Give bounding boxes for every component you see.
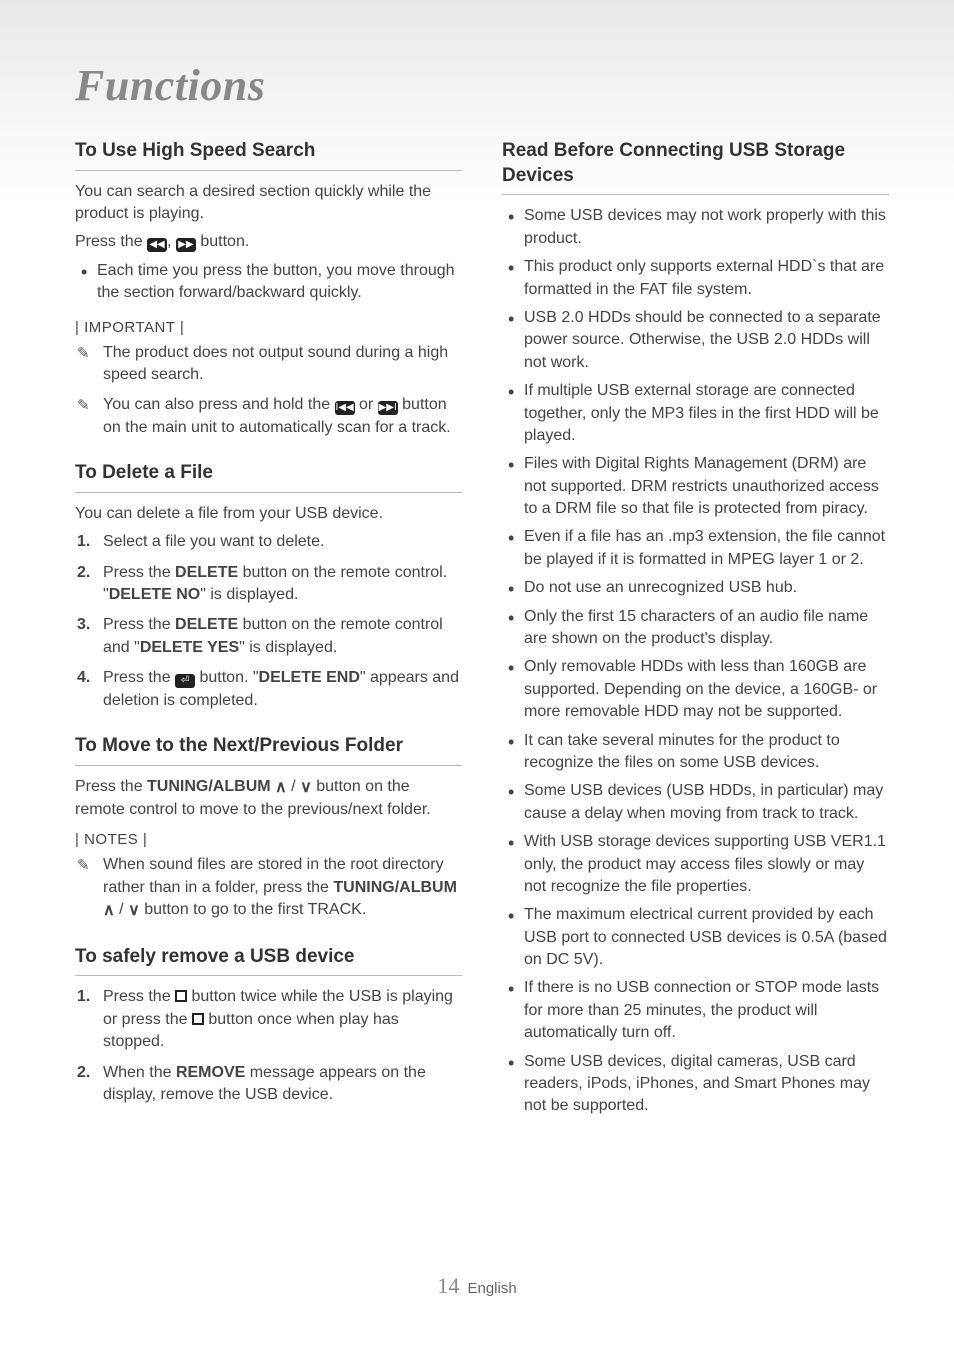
body-text: Press the ◀◀, ▶▶ button. [75,231,462,253]
list-item: Only the first 15 characters of an audio… [502,606,889,651]
bullet-list: Some USB devices may not work properly w… [502,205,889,1117]
section-usb-notice: Read Before Connecting USB Storage Devic… [502,139,889,1118]
section-move-folder: To Move to the Next/Previous Folder Pres… [75,734,462,923]
bold-text: DELETE YES [140,639,239,656]
text-fragment: " is displayed. [200,586,298,603]
list-item: It can take several minutes for the prod… [502,730,889,775]
next-track-icon: ▶▶I [378,401,398,415]
text-fragment: Press the [75,233,147,250]
list-item: The maximum electrical current provided … [502,904,889,971]
list-item: If multiple USB external storage are con… [502,380,889,447]
down-icon: ∨ [300,777,312,799]
text-fragment: Press the [103,988,175,1005]
rewind-icon: ◀◀ [147,238,167,252]
page-title: Functions [75,60,889,111]
page: Functions To Use High Speed Search You c… [0,0,954,1354]
note-list: The product does not output sound during… [75,342,462,440]
bold-text: TUNING/ALBUM [147,778,275,795]
text-fragment: button. [196,233,249,250]
text-fragment: When the [103,1064,176,1081]
list-item: Some USB devices may not work properly w… [502,205,889,250]
up-icon: ∧ [275,777,287,799]
list-item: Press the button twice while the USB is … [75,986,462,1053]
page-language: English [467,1280,516,1297]
list-item: Only removable HDDs with less than 160GB… [502,656,889,723]
text-fragment: Press the [103,669,175,686]
bold-text: DELETE [175,616,238,633]
content-columns: To Use High Speed Search You can search … [75,139,889,1140]
notes-label: | NOTES | [75,831,462,848]
enter-icon: ⏎ [175,674,195,688]
text-fragment: Press the [103,564,175,581]
list-item: Even if a file has an .mp3 extension, th… [502,526,889,571]
list-item: Do not use an unrecognized USB hub. [502,577,889,599]
text-fragment: or [355,396,378,413]
bold-text: TUNING/ALBUM [333,879,457,896]
text-fragment: You can also press and hold the [103,396,335,413]
body-text: You can delete a file from your USB devi… [75,503,462,525]
list-item: The product does not output sound during… [75,342,462,387]
list-item: When sound files are stored in the root … [75,854,462,922]
up-icon: ∧ [103,900,115,922]
list-item: When the REMOVE message appears on the d… [75,1062,462,1107]
stop-icon [175,990,187,1002]
section-remove-usb: To safely remove a USB device Press the … [75,945,462,1107]
bullet-list: Each time you press the button, you move… [75,260,462,305]
page-footer: 14 English [0,1273,954,1299]
bold-text: DELETE END [259,669,360,686]
list-item: Select a file you want to delete. [75,531,462,553]
list-item: Files with Digital Rights Management (DR… [502,453,889,520]
numbered-list: Select a file you want to delete. Press … [75,531,462,712]
list-item: Some USB devices, digital cameras, USB c… [502,1051,889,1118]
fast-forward-icon: ▶▶ [176,238,196,252]
list-item: This product only supports external HDD`… [502,256,889,301]
stop-icon [192,1013,204,1025]
prev-track-icon: I◀◀ [335,401,355,415]
bold-text: DELETE NO [109,586,201,603]
list-item: If there is no USB connection or STOP mo… [502,977,889,1044]
bold-text: DELETE [175,564,238,581]
list-item: With USB storage devices supporting USB … [502,831,889,898]
text-fragment: button to go to the first TRACK. [140,901,366,918]
list-item: USB 2.0 HDDs should be connected to a se… [502,307,889,374]
left-column: To Use High Speed Search You can search … [75,139,462,1140]
page-number: 14 [437,1273,459,1298]
section-title: To Move to the Next/Previous Folder [75,734,462,766]
bold-text: REMOVE [176,1064,245,1081]
list-item: Press the DELETE button on the remote co… [75,562,462,607]
note-list: When sound files are stored in the root … [75,854,462,922]
body-text: You can search a desired section quickly… [75,181,462,226]
section-title: Read Before Connecting USB Storage Devic… [502,139,889,195]
right-column: Read Before Connecting USB Storage Devic… [502,139,889,1140]
down-icon: ∨ [128,900,140,922]
body-text: Press the TUNING/ALBUM ∧ / ∨ button on t… [75,776,462,822]
list-item: Press the ⏎ button. "DELETE END" appears… [75,667,462,712]
text-fragment: " is displayed. [239,639,337,656]
section-title: To Use High Speed Search [75,139,462,171]
section-title: To safely remove a USB device [75,945,462,977]
list-item: You can also press and hold the I◀◀ or ▶… [75,394,462,439]
text-fragment: button. " [195,669,259,686]
numbered-list: Press the button twice while the USB is … [75,986,462,1106]
section-title: To Delete a File [75,461,462,493]
important-label: | IMPORTANT | [75,319,462,336]
list-item: Some USB devices (USB HDDs, in particula… [502,780,889,825]
text-fragment: , [167,233,176,250]
section-delete-file: To Delete a File You can delete a file f… [75,461,462,712]
list-item: Press the DELETE button on the remote co… [75,614,462,659]
text-fragment: Press the [75,778,147,795]
section-high-speed-search: To Use High Speed Search You can search … [75,139,462,439]
text-fragment: Press the [103,616,175,633]
list-item: Each time you press the button, you move… [75,260,462,305]
